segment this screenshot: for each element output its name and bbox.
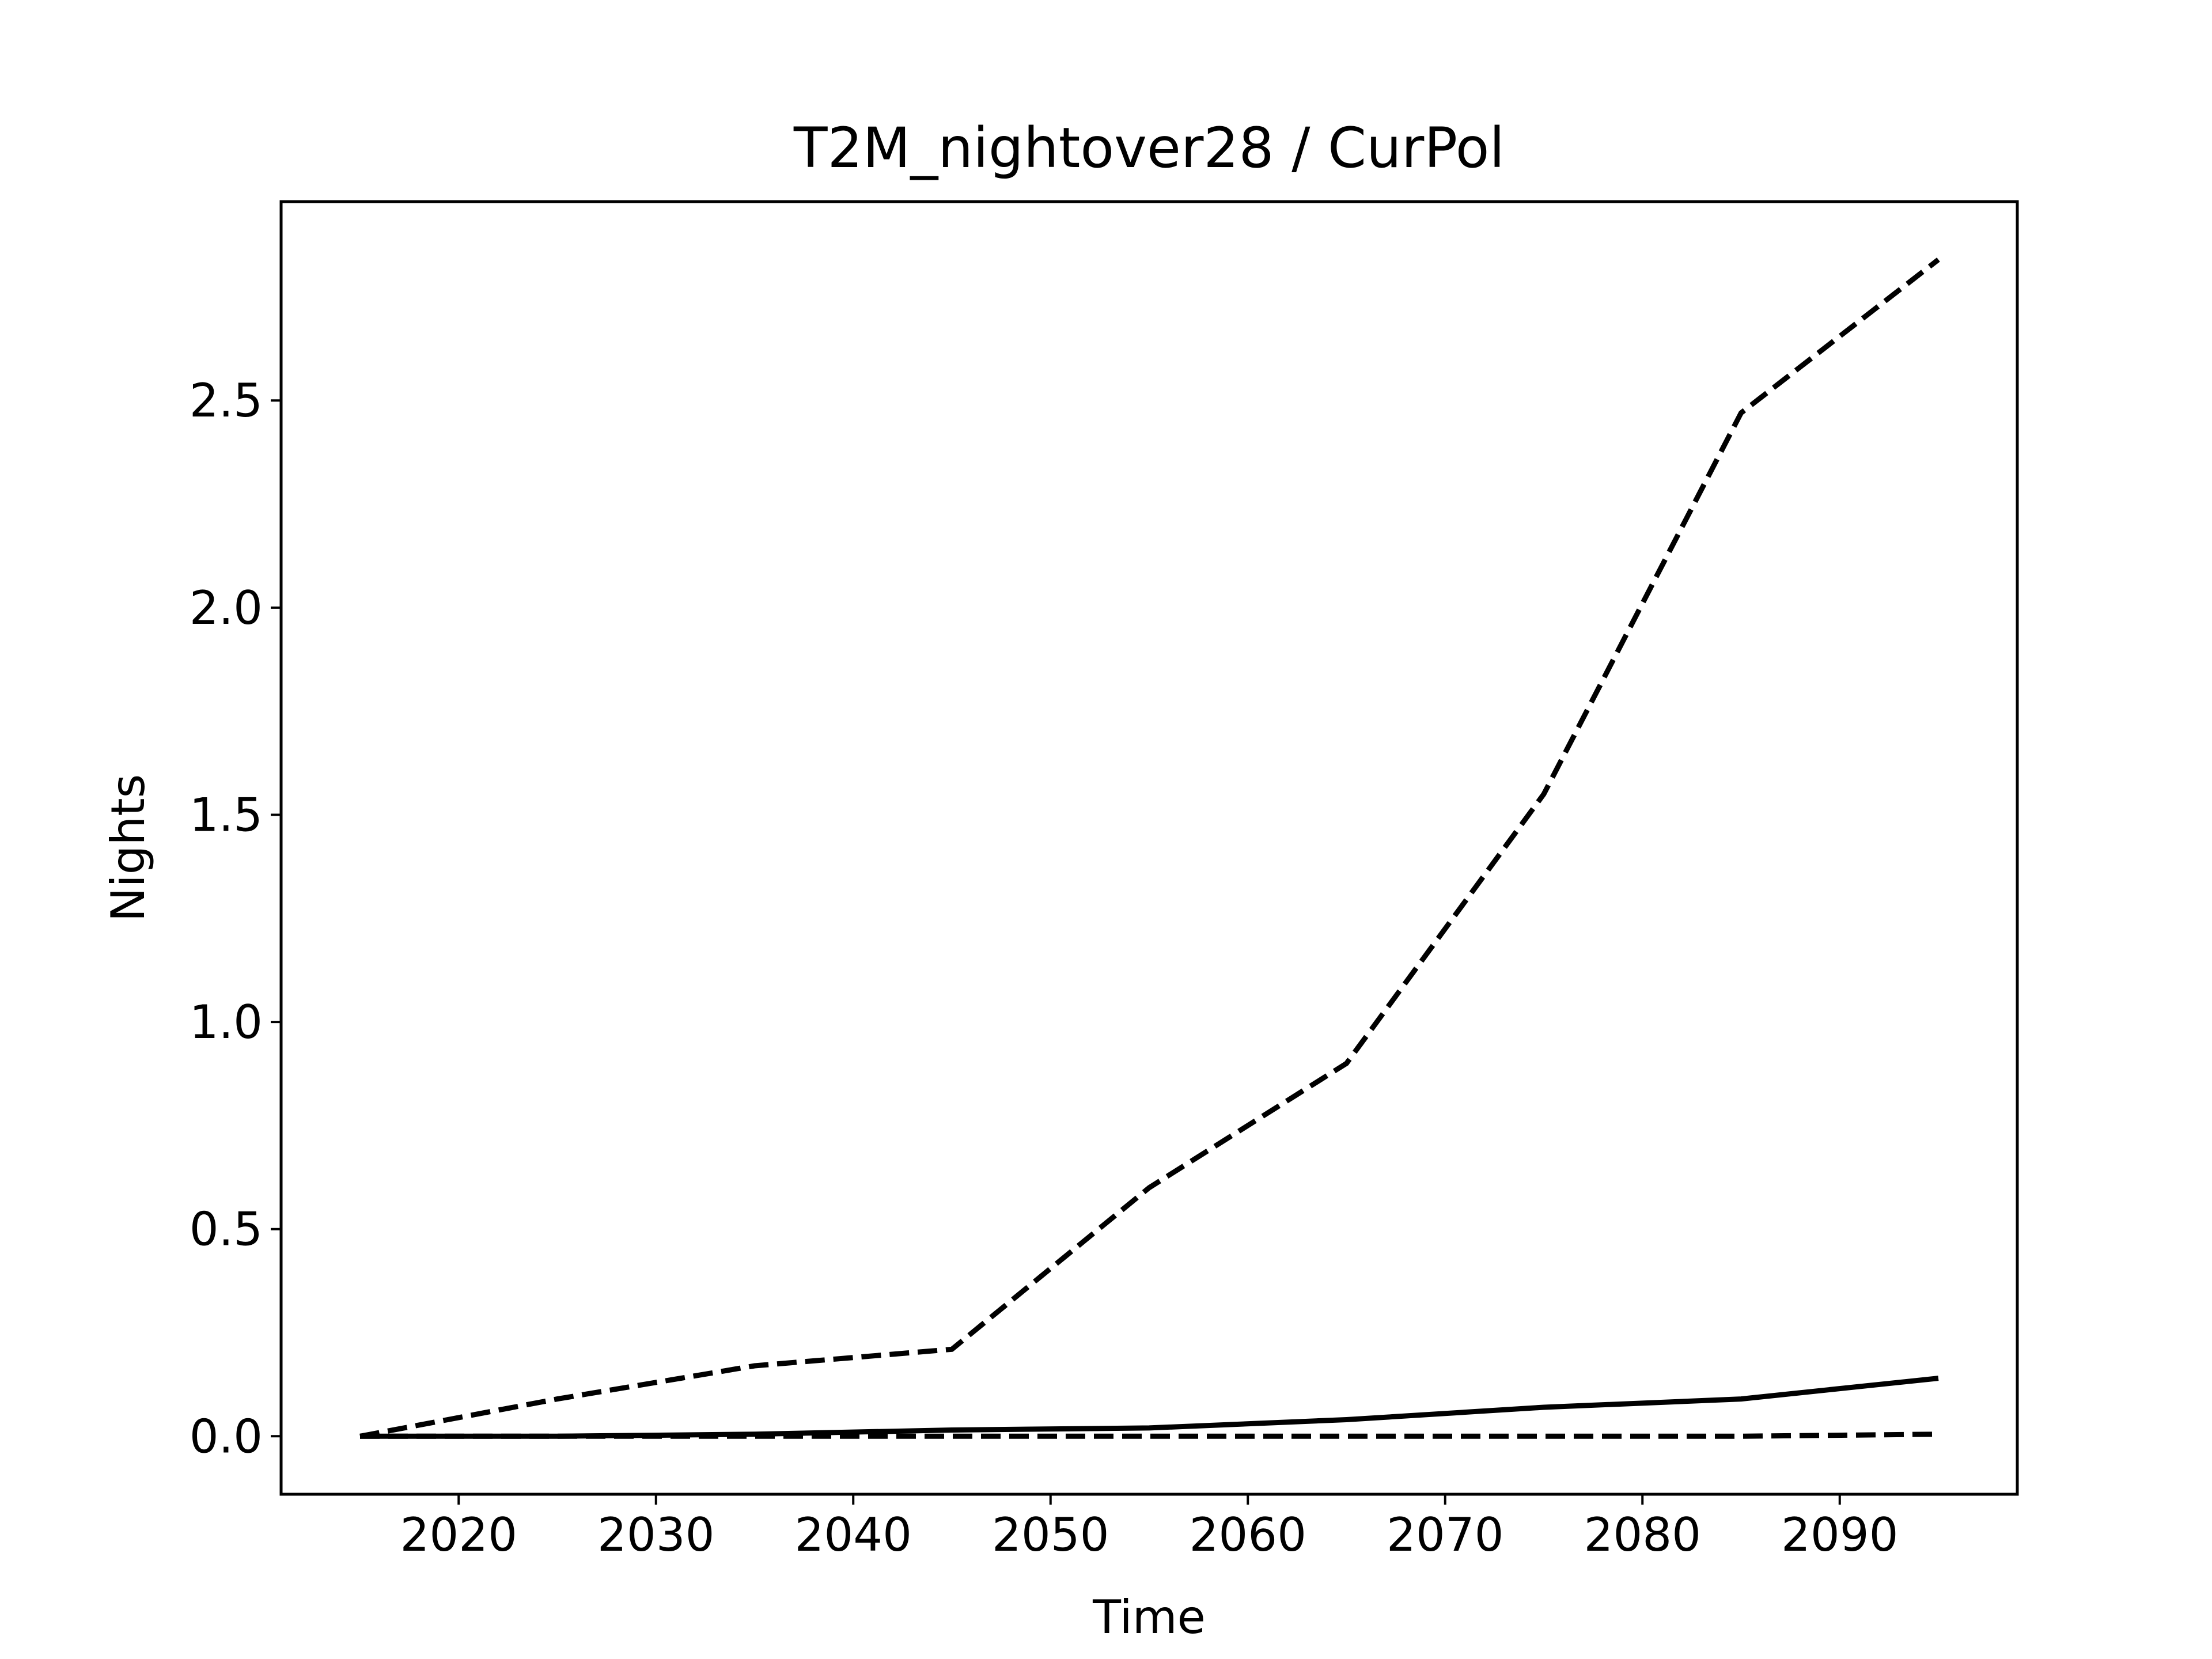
x-tick-label: 2050 bbox=[992, 1508, 1109, 1562]
y-axis: 0.0 0.5 1.0 1.5 2.0 2.5 bbox=[190, 374, 281, 1463]
chart-title: T2M_nightover28 / CurPol bbox=[793, 116, 1505, 180]
plot-frame bbox=[279, 200, 2019, 1496]
x-tick-label: 2080 bbox=[1584, 1508, 1701, 1562]
x-axis-label: Time bbox=[1092, 1590, 1206, 1644]
x-tick-label: 2020 bbox=[400, 1508, 517, 1562]
y-tick-label: 0.5 bbox=[190, 1203, 263, 1256]
x-tick-label: 2070 bbox=[1387, 1508, 1504, 1562]
x-tick-label: 2030 bbox=[597, 1508, 715, 1562]
series-line-3 bbox=[360, 1431, 1939, 1439]
series-layer bbox=[359, 257, 1940, 1439]
x-tick-label: 2060 bbox=[1189, 1508, 1306, 1562]
y-tick-label: 0.0 bbox=[190, 1410, 263, 1463]
y-tick-label: 1.0 bbox=[190, 995, 263, 1049]
series-line-1 bbox=[359, 257, 1940, 1439]
y-tick-label: 2.0 bbox=[190, 581, 263, 635]
series-line-2 bbox=[360, 1376, 1939, 1439]
y-axis-label: Nights bbox=[101, 774, 155, 922]
x-tick-label: 2090 bbox=[1781, 1508, 1899, 1562]
x-axis: 2020 2030 2040 2050 2060 2070 2080 2090 bbox=[400, 1494, 1899, 1562]
y-tick-label: 1.5 bbox=[190, 788, 263, 842]
x-tick-label: 2040 bbox=[794, 1508, 912, 1562]
y-tick-label: 2.5 bbox=[190, 374, 263, 427]
